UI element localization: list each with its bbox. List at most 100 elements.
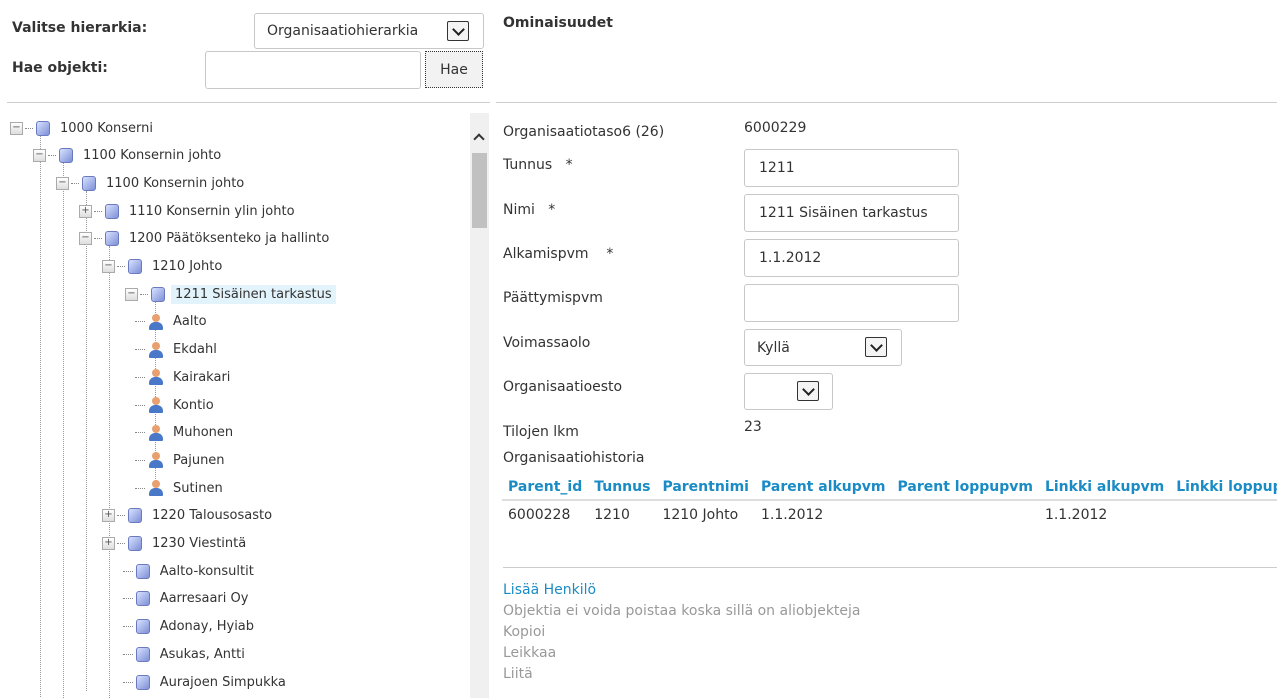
tree-node-label[interactable]: Sutinen	[173, 480, 223, 496]
table-cell	[1170, 500, 1277, 529]
collapse-icon[interactable]: −	[10, 121, 23, 135]
tree-node[interactable]: − 1210 Johto	[102, 256, 226, 278]
tree-connector	[135, 349, 145, 351]
chevron-down-icon[interactable]	[447, 21, 469, 41]
history-label: Organisaatiohistoria	[503, 450, 645, 466]
org-unit-icon	[82, 175, 96, 191]
tree-node[interactable]: − 1211 Sisäinen tarkastus	[125, 283, 336, 305]
chevron-down-icon[interactable]	[865, 337, 887, 357]
tree-node-label[interactable]: Muhonen	[173, 425, 234, 441]
esto-label: Organisaatioesto	[503, 379, 623, 395]
expand-icon[interactable]: +	[79, 204, 92, 218]
tree-node[interactable]: − 1100 Konsernin johto	[56, 172, 248, 194]
expand-icon[interactable]: +	[102, 509, 115, 523]
collapse-icon[interactable]: −	[56, 176, 69, 190]
tree-connector	[117, 543, 125, 544]
esto-select[interactable]	[744, 373, 833, 410]
tree-node-label[interactable]: Pajunen	[173, 452, 225, 468]
org-unit-icon	[135, 646, 150, 662]
tree-node[interactable]: − 1000 Konserni	[10, 117, 157, 139]
tree-node[interactable]: − 1100 Konsernin johto	[33, 145, 225, 167]
tunnus-label: Tunnus	[503, 157, 553, 173]
search-button[interactable]: Hae	[425, 51, 483, 88]
tree-node-label[interactable]: Aalto-konsultit	[159, 563, 254, 579]
tree-node-label[interactable]: 1110 Konsernin ylin johto	[129, 203, 295, 219]
tree-node-label[interactable]: Aurajoen Simpukka	[159, 674, 286, 690]
chevron-down-icon[interactable]	[797, 381, 819, 401]
tree-node-label[interactable]: Aarresaari Oy	[159, 591, 249, 607]
collapse-icon[interactable]: −	[79, 232, 92, 246]
tree-connector	[140, 293, 148, 295]
alku-input[interactable]: 1.1.2012	[744, 239, 959, 277]
tree-node[interactable]: Aalto-konsultit	[122, 560, 258, 582]
tree-node-label[interactable]: 1210 Johto	[152, 259, 223, 274]
tree-node[interactable]: Asukas, Antti	[122, 643, 249, 665]
tunnus-input[interactable]: 1211	[744, 149, 959, 187]
tree-connector	[122, 598, 133, 600]
tree-node-label[interactable]: Asukas, Antti	[159, 646, 245, 662]
tree-node[interactable]: Aarresaari Oy	[122, 588, 253, 610]
tree-connector	[135, 459, 145, 461]
tree-node[interactable]: Pajunen	[135, 449, 229, 471]
hierarchy-select[interactable]: Organisaatiohierarkia	[254, 13, 484, 49]
nimi-input[interactable]: 1211 Sisäinen tarkastus	[744, 194, 959, 232]
tree-node[interactable]: − 1200 Päätöksenteko ja hallinto	[79, 228, 333, 250]
table-cell: 1210	[594, 507, 630, 523]
tree-node-label[interactable]: Kontio	[173, 397, 214, 413]
tree-connector	[135, 321, 145, 323]
search-input[interactable]	[205, 51, 421, 89]
tree-node-label[interactable]: Adonay, Hyiab	[159, 619, 255, 635]
org-level-value: 6000229	[744, 120, 807, 136]
required-mark: *	[565, 157, 573, 173]
table-row: 6000228 1210 1210 Johto 1.1.2012 1.1.2012	[502, 500, 1277, 529]
tree-node[interactable]: Muhonen	[135, 422, 237, 444]
expand-icon[interactable]: +	[102, 537, 115, 550]
table-cell: 1.1.2012	[760, 507, 824, 523]
tree-node[interactable]: +1220 Talousosasto	[102, 505, 276, 527]
voimassa-label: Voimassaolo	[503, 335, 591, 351]
tree-node[interactable]: Ekdahl	[135, 339, 221, 361]
tree-node[interactable]: Kontio	[135, 394, 218, 416]
paste-action: Liitä	[503, 666, 533, 682]
tree-node-label[interactable]: 1000 Konserni	[60, 120, 154, 136]
tree-node-label[interactable]: 1100 Konsernin johto	[106, 175, 245, 191]
column-header: Parentnimi	[656, 475, 755, 501]
tree-connector	[117, 266, 125, 267]
tree-node[interactable]: Sutinen	[135, 477, 227, 499]
org-unit-icon	[135, 591, 150, 607]
tilat-label: Tilojen lkm	[503, 424, 579, 440]
tree-node-label[interactable]: Kairakari	[173, 369, 231, 385]
tree-scrollbar[interactable]	[470, 113, 489, 698]
tree-node[interactable]: Aurajoen Simpukka	[122, 671, 290, 693]
org-unit-icon	[105, 231, 119, 247]
person-icon	[148, 313, 164, 330]
scroll-up-icon[interactable]	[473, 133, 485, 145]
table-cell: 6000228	[508, 507, 571, 523]
table-cell: 1.1.2012	[1044, 507, 1108, 523]
divider	[496, 102, 1277, 103]
scrollbar-thumb[interactable]	[472, 153, 487, 228]
tree-node-label[interactable]: 1220 Talousosasto	[152, 508, 273, 524]
tree-node-label[interactable]: Aalto	[173, 314, 207, 330]
tree-connector	[122, 626, 133, 628]
tree-node-label[interactable]: 1230 Viestintä	[152, 536, 247, 551]
tree-node[interactable]: Adonay, Hyiab	[122, 616, 258, 638]
add-person-link[interactable]: Lisää Henkilö	[503, 582, 597, 598]
collapse-icon[interactable]: −	[102, 260, 115, 273]
tree-node[interactable]: +1230 Viestintä	[102, 533, 250, 555]
tree-node-label[interactable]: 1200 Päätöksenteko ja hallinto	[129, 231, 330, 247]
voimassa-select[interactable]: Kyllä	[744, 329, 902, 366]
tree-node-label[interactable]: Ekdahl	[173, 342, 217, 358]
tree-node[interactable]: Kairakari	[135, 366, 234, 388]
tree-node-label[interactable]: 1211 Sisäinen tarkastus	[171, 284, 336, 304]
person-icon	[148, 424, 164, 441]
column-header: Linkki alkupvm	[1038, 475, 1171, 501]
collapse-icon[interactable]: −	[33, 149, 46, 163]
collapse-icon[interactable]: −	[125, 287, 138, 301]
tree-node[interactable]: +1110 Konsernin ylin johto	[79, 200, 299, 222]
tree-node[interactable]: Aalto	[135, 311, 211, 333]
loppu-input[interactable]	[744, 284, 959, 322]
cannot-delete-text: Objektia ei voida poistaa koska sillä on…	[503, 603, 861, 619]
tree-node-label[interactable]: 1100 Konsernin johto	[83, 148, 222, 164]
tree-connector	[135, 487, 145, 489]
